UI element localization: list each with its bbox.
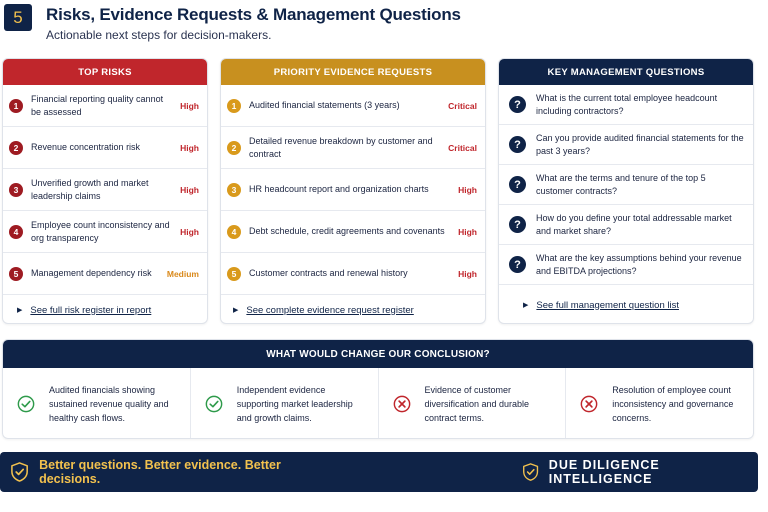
question-mark-icon: ? [509,96,526,113]
risk-number-badge: 4 [9,224,23,239]
evidence-row: 3 HR headcount report and organization c… [221,169,485,211]
top-risks-header: TOP RISKS [3,59,207,85]
conclusion-item-text: Evidence of customer diversification and… [424,385,530,423]
section-number-badge: 5 [4,4,32,31]
evidence-requests-card: PRIORITY EVIDENCE REQUESTS 1 Audited fin… [220,58,486,324]
conclusion-item: Resolution of employee count inconsisten… [566,368,753,438]
management-questions-card: KEY MANAGEMENT QUESTIONS ? What is the c… [498,58,754,324]
full-risk-register-link[interactable]: ▶ See full risk register in report [3,295,207,323]
page-subtitle: Actionable next steps for decision-maker… [46,28,272,42]
footer-brand: DUE DILIGENCE INTELLIGENCE [548,458,660,486]
evidence-row: 2 Detailed revenue breakdown by customer… [221,127,485,169]
risk-number-badge: 2 [9,140,23,155]
risk-level: High [180,226,199,237]
conclusion-item: Audited financials showing sustained rev… [3,368,191,438]
evidence-text: Customer contracts and renewal history [249,268,408,278]
conclusion-item: Evidence of customer diversification and… [379,368,567,438]
conclusion-item-text: Independent evidence supporting market l… [236,385,353,423]
management-questions-header: KEY MANAGEMENT QUESTIONS [499,59,753,85]
check-circle-icon [205,395,223,413]
evidence-number-badge: 2 [227,140,241,155]
evidence-text: Debt schedule, credit agreements and cov… [249,226,445,236]
question-row: ? What is the current total employee hea… [499,85,753,125]
question-text: What are the key assumptions behind your… [536,252,742,276]
caret-right-icon: ▶ [233,307,239,314]
evidence-text: Audited financial statements (3 years) [249,100,400,110]
risk-text: Management dependency risk [31,268,152,278]
evidence-text: Detailed revenue breakdown by customer a… [249,135,433,159]
conclusion-item: Independent evidence supporting market l… [191,368,379,438]
risk-text: Employee count inconsistency and org tra… [31,219,170,243]
risk-text: Revenue concentration risk [31,142,141,152]
risk-number-badge: 5 [9,266,23,281]
question-text: What are the terms and tenure of the top… [536,172,706,196]
evidence-register-link-text[interactable]: See complete evidence request register [246,304,414,316]
management-question-list-link[interactable]: ▶ See full management question list [499,285,753,323]
question-text: How do you define your total addressable… [536,212,732,236]
evidence-register-link[interactable]: ▶ See complete evidence request register [221,295,485,323]
evidence-row: 5 Customer contracts and renewal history… [221,253,485,295]
risk-level: Medium [166,268,199,279]
risk-level: High [180,184,199,195]
shield-check-icon [11,462,28,482]
risk-number-badge: 1 [9,98,23,113]
question-mark-icon: ? [509,136,526,153]
conclusion-item-text: Resolution of employee count inconsisten… [612,385,734,423]
evidence-priority: High [458,184,477,195]
question-row: ? Can you provide audited financial stat… [499,125,753,165]
risk-row: 1 Financial reporting quality cannot be … [3,85,207,127]
question-text: Can you provide audited financial statem… [536,132,744,156]
risk-number-badge: 3 [9,182,23,197]
question-row: ? What are the terms and tenure of the t… [499,165,753,205]
question-mark-icon: ? [509,216,526,233]
question-mark-icon: ? [509,176,526,193]
risk-row: 3 Unverified growth and market leadershi… [3,169,207,211]
evidence-priority: High [458,268,477,279]
footer-banner: Better questions. Better evidence. Bette… [0,452,758,492]
top-risks-card: TOP RISKS 1 Financial reporting quality … [2,58,208,324]
question-row: ? How do you define your total addressab… [499,205,753,245]
evidence-priority: Critical [448,142,477,153]
evidence-priority: High [458,226,477,237]
risk-text: Unverified growth and market leadership … [31,177,149,201]
risk-row: 2 Revenue concentration risk High [3,127,207,169]
risk-level: High [180,100,199,111]
risk-text: Financial reporting quality cannot be as… [31,93,164,117]
evidence-number-badge: 4 [227,224,241,239]
full-risk-register-link-text[interactable]: See full risk register in report [30,304,152,316]
evidence-row: 1 Audited financial statements (3 years)… [221,85,485,127]
evidence-priority: Critical [448,100,477,111]
evidence-number-badge: 3 [227,182,241,197]
risk-row: 5 Management dependency risk Medium [3,253,207,295]
page-title: Risks, Evidence Requests & Management Qu… [46,5,461,24]
evidence-text: HR headcount report and organization cha… [249,184,429,194]
question-row: ? What are the key assumptions behind yo… [499,245,753,285]
evidence-row: 4 Debt schedule, credit agreements and c… [221,211,485,253]
evidence-requests-header: PRIORITY EVIDENCE REQUESTS [221,59,485,85]
evidence-number-badge: 5 [227,266,241,281]
question-text: What is the current total employee headc… [536,92,718,116]
footer-tagline: Better questions. Better evidence. Bette… [39,458,281,486]
conclusion-change-header: WHAT WOULD CHANGE OUR CONCLUSION? [3,340,753,368]
management-question-list-link-text[interactable]: See full management question list [536,299,679,311]
check-circle-icon [17,395,35,413]
x-circle-icon [393,395,410,413]
risk-row: 4 Employee count inconsistency and org t… [3,211,207,253]
question-mark-icon: ? [509,256,526,273]
risk-level: High [180,142,199,153]
conclusion-item-text: Audited financials showing sustained rev… [49,385,169,423]
x-circle-icon [580,395,598,413]
evidence-number-badge: 1 [227,98,241,113]
shield-check-icon [522,463,538,481]
caret-right-icon: ▶ [17,307,23,314]
conclusion-change-panel: WHAT WOULD CHANGE OUR CONCLUSION? Audite… [2,339,754,439]
caret-right-icon: ▶ [523,302,529,309]
